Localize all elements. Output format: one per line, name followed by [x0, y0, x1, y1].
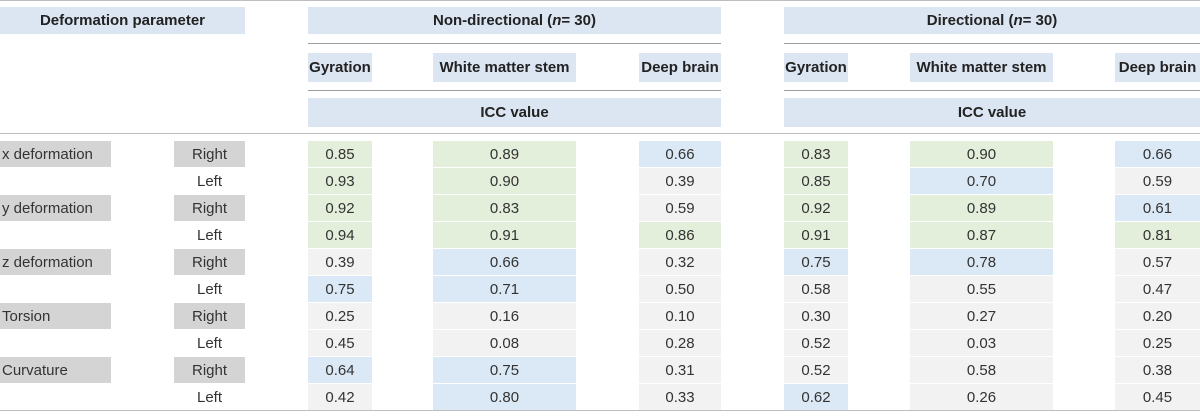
icc-value-cell: 0.32: [639, 249, 721, 275]
icc-value-cell: 0.89: [433, 141, 576, 167]
icc-value-cell: 0.85: [784, 168, 848, 194]
row-param-label: x deformation: [0, 141, 111, 167]
icc-value-cell: 0.61: [1115, 195, 1200, 221]
icc-value-label-d: ICC value: [784, 98, 1200, 127]
icc-value-cell: 0.78: [910, 249, 1053, 275]
icc-value-cell: 0.62: [784, 384, 848, 410]
icc-value-cell: 0.89: [910, 195, 1053, 221]
header-bottom-rule: [0, 133, 1200, 134]
icc-value-cell: 0.59: [1115, 168, 1200, 194]
icc-value-cell: 0.28: [639, 330, 721, 356]
row-side-label: Right: [174, 195, 245, 221]
row-side-label: Left: [196, 280, 223, 298]
table-bottom-rule: [0, 410, 1200, 411]
icc-value-cell: 0.58: [784, 276, 848, 302]
row-side-label: Right: [174, 357, 245, 383]
icc-value-cell: 0.92: [784, 195, 848, 221]
row-side-label: Left: [196, 334, 223, 352]
icc-value-cell: 0.55: [910, 276, 1053, 302]
icc-value-cell: 0.81: [1115, 222, 1200, 248]
header-group-directional: Directional (n = 30): [784, 7, 1200, 34]
col-header-gyration-d: Gyration: [784, 53, 848, 82]
icc-value-cell: 0.75: [433, 357, 576, 383]
col-header-deep-brain-d: Deep brain: [1115, 53, 1200, 82]
icc-value-cell: 0.27: [910, 303, 1053, 329]
col-header-gyration-nd: Gyration: [308, 53, 372, 82]
icc-value-cell: 0.92: [308, 195, 372, 221]
header-deformation-parameter: Deformation parameter: [0, 7, 245, 34]
icc-value-cell: 0.66: [1115, 141, 1200, 167]
icc-value-cell: 0.85: [308, 141, 372, 167]
icc-value-cell: 0.25: [1115, 330, 1200, 356]
icc-value-cell: 0.87: [910, 222, 1053, 248]
icc-value-cell: 0.94: [308, 222, 372, 248]
icc-value-cell: 0.66: [639, 141, 721, 167]
icc-value-cell: 0.83: [433, 195, 576, 221]
icc-value-cell: 0.91: [433, 222, 576, 248]
icc-value-cell: 0.20: [1115, 303, 1200, 329]
icc-value-cell: 0.90: [910, 141, 1053, 167]
col-header-white-matter-stem-nd: White matter stem: [433, 53, 576, 82]
icc-value-cell: 0.45: [308, 330, 372, 356]
row-param-label: z deformation: [0, 249, 111, 275]
icc-value-label-nd: ICC value: [308, 98, 721, 127]
icc-value-cell: 0.16: [433, 303, 576, 329]
icc-value-cell: 0.71: [433, 276, 576, 302]
icc-value-cell: 0.25: [308, 303, 372, 329]
icc-value-cell: 0.47: [1115, 276, 1200, 302]
col-header-white-matter-stem-d: White matter stem: [910, 53, 1053, 82]
icc-value-cell: 0.58: [910, 357, 1053, 383]
icc-value-cell: 0.86: [639, 222, 721, 248]
icc-value-cell: 0.90: [433, 168, 576, 194]
col-separator-non-directional: [308, 90, 721, 91]
header-group-non-directional: Non-directional (n = 30): [308, 7, 721, 34]
icc-value-cell: 0.66: [433, 249, 576, 275]
row-side-label: Left: [196, 388, 223, 406]
row-param-label: Torsion: [0, 303, 111, 329]
row-side-label: Right: [174, 141, 245, 167]
icc-value-cell: 0.42: [308, 384, 372, 410]
icc-value-cell: 0.70: [910, 168, 1053, 194]
icc-value-cell: 0.93: [308, 168, 372, 194]
row-side-label: Left: [196, 172, 223, 190]
icc-value-cell: 0.75: [308, 276, 372, 302]
icc-value-cell: 0.03: [910, 330, 1053, 356]
icc-value-cell: 0.83: [784, 141, 848, 167]
table-top-rule: [0, 0, 1200, 1]
icc-value-cell: 0.59: [639, 195, 721, 221]
icc-value-cell: 0.26: [910, 384, 1053, 410]
icc-value-cell: 0.91: [784, 222, 848, 248]
icc-value-cell: 0.10: [639, 303, 721, 329]
icc-value-cell: 0.39: [639, 168, 721, 194]
icc-value-cell: 0.38: [1115, 357, 1200, 383]
icc-value-cell: 0.75: [784, 249, 848, 275]
icc-value-cell: 0.31: [639, 357, 721, 383]
icc-value-cell: 0.39: [308, 249, 372, 275]
col-separator-directional: [784, 90, 1200, 91]
icc-value-cell: 0.57: [1115, 249, 1200, 275]
icc-value-cell: 0.30: [784, 303, 848, 329]
icc-value-cell: 0.52: [784, 357, 848, 383]
icc-value-cell: 0.64: [308, 357, 372, 383]
row-param-label: y deformation: [0, 195, 111, 221]
icc-value-cell: 0.50: [639, 276, 721, 302]
icc-value-cell: 0.08: [433, 330, 576, 356]
icc-value-cell: 0.52: [784, 330, 848, 356]
row-side-label: Right: [174, 249, 245, 275]
row-param-label: Curvature: [0, 357, 111, 383]
col-header-deep-brain-nd: Deep brain: [639, 53, 721, 82]
row-side-label: Right: [174, 303, 245, 329]
row-side-label: Left: [196, 226, 223, 244]
group-separator-directional: [784, 43, 1200, 44]
icc-value-cell: 0.80: [433, 384, 576, 410]
icc-value-cell: 0.33: [639, 384, 721, 410]
icc-value-cell: 0.45: [1115, 384, 1200, 410]
group-separator-non-directional: [308, 43, 721, 44]
